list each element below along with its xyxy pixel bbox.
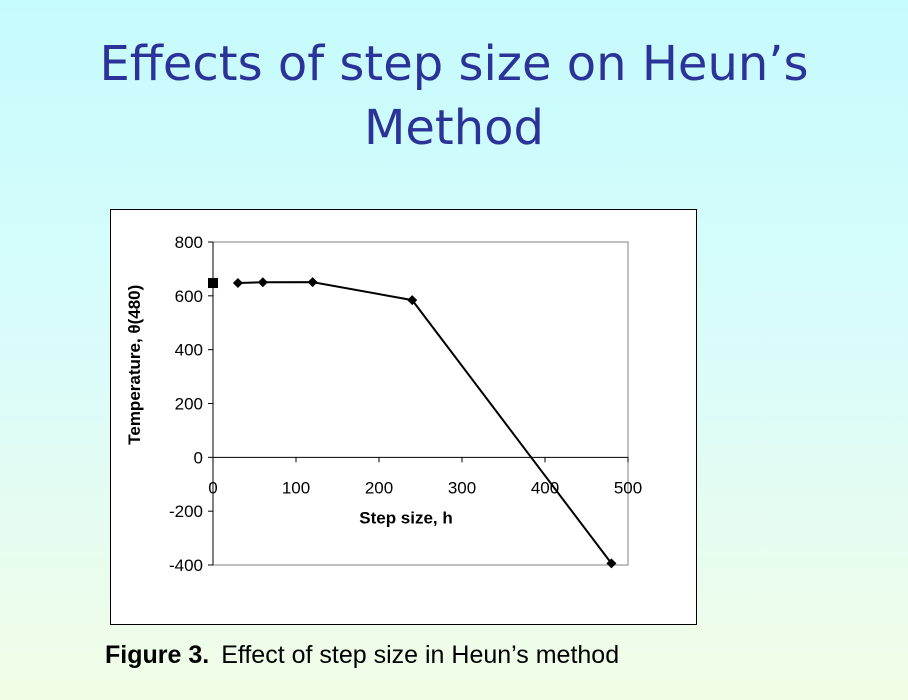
data-point-diamond (232, 278, 243, 289)
slide-title: Effects of step size on Heun’s Method (0, 32, 908, 160)
caption-text: Effect of step size in Heun’s method (221, 641, 620, 669)
y-tick-label: 400 (175, 341, 203, 360)
chart-frame: -400 -200 0 200 400 600 800 0 100 200 300 400 500 Ste… (110, 209, 697, 625)
plot-area (212, 241, 629, 566)
data-point-diamond (606, 558, 617, 569)
x-tick-label: 100 (282, 478, 310, 497)
title-line-1: Effects of step size on Heun’s (99, 36, 809, 92)
axis-labels: -400 -200 0 200 400 600 800 0 100 200 300 400 500 Ste… (125, 233, 642, 575)
x-tick-label: 200 (365, 478, 393, 497)
data-point-diamond (257, 277, 268, 288)
axes (208, 241, 629, 566)
title-line-2: Method (363, 100, 545, 156)
caption-label: Figure 3. (105, 641, 210, 669)
y-tick-label: -400 (169, 556, 203, 575)
x-tick-label: 300 (448, 478, 476, 497)
y-tick-label: 0 (194, 448, 203, 467)
y-tick-label: -200 (169, 502, 203, 521)
x-axis-label: Step size, h (359, 508, 453, 527)
y-tick-label: 200 (175, 395, 203, 414)
y-tick-label: 800 (175, 233, 203, 252)
figure-caption: Figure 3. Effect of step size in Heun’s m… (105, 640, 805, 670)
data-point-diamond (307, 277, 318, 288)
chart-svg: -400 -200 0 200 400 600 800 0 100 200 300 400 500 Ste… (125, 233, 642, 575)
series-layer (208, 277, 617, 569)
x-tick-label: 400 (531, 478, 559, 497)
y-tick-label: 600 (175, 287, 203, 306)
data-point-diamond (407, 295, 418, 306)
y-axis-label: Temperature, θ(480) (125, 285, 144, 445)
data-point-square (208, 278, 218, 289)
x-tick-label: 0 (208, 478, 217, 497)
x-tick-label: 500 (614, 478, 642, 497)
